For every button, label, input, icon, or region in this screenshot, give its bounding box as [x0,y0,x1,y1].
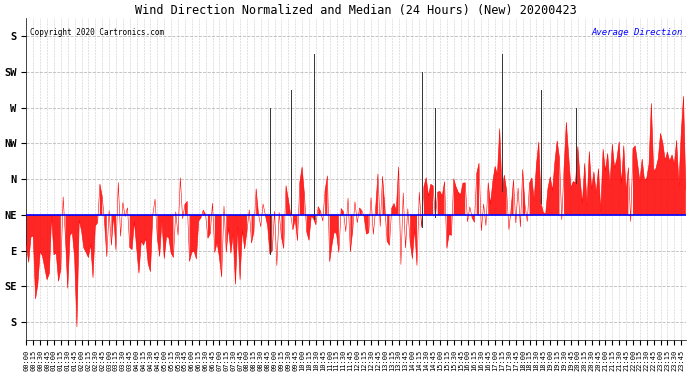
Text: Copyright 2020 Cartronics.com: Copyright 2020 Cartronics.com [30,28,164,37]
Text: Average Direction: Average Direction [591,28,682,37]
Title: Wind Direction Normalized and Median (24 Hours) (New) 20200423: Wind Direction Normalized and Median (24… [135,4,577,17]
